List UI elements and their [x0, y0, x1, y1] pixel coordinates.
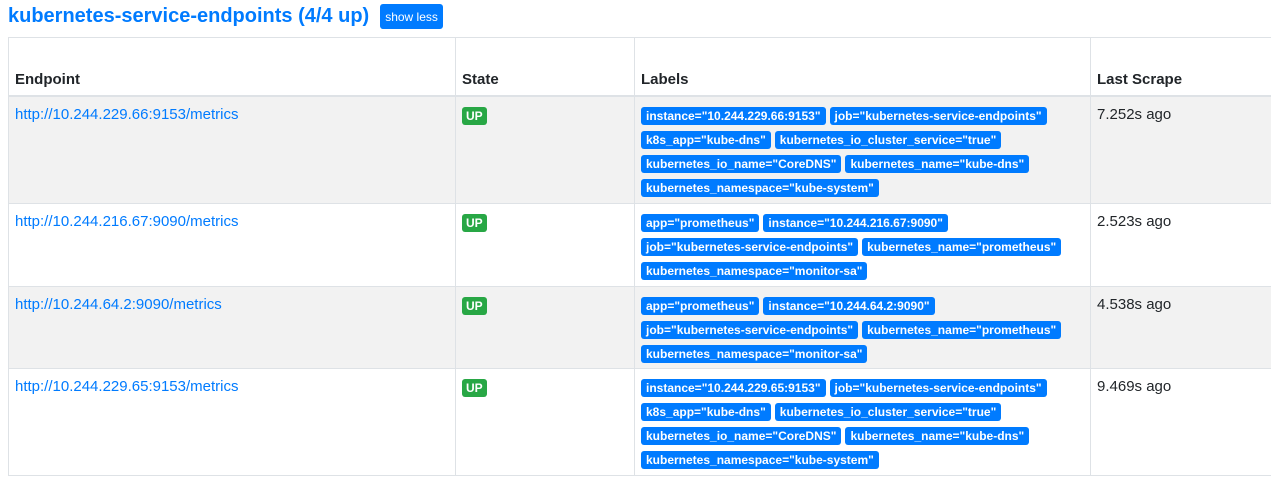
- labels-cell: instance="10.244.229.66:9153" job="kubern…: [634, 95, 1091, 204]
- targets-table: Endpoint State Labels Last Scrape http:/…: [8, 37, 1271, 476]
- labels-list: instance="10.244.229.65:9153" job="kubern…: [641, 378, 1084, 469]
- state-badge: UP: [462, 213, 487, 232]
- endpoint-link[interactable]: http://10.244.229.66:9153/metrics: [15, 106, 239, 123]
- label-badge: kubernetes_io_cluster_service="true": [774, 402, 1002, 421]
- label-badge: app="prometheus": [641, 213, 760, 232]
- last-scrape-cell: 7.252s ago: [1090, 95, 1271, 204]
- label-badge: kubernetes_name="kube-dns": [845, 155, 1030, 173]
- label-badge: kubernetes_namespace="kube-system": [641, 450, 879, 469]
- endpoint-cell: http://10.244.64.2:9090/metrics: [8, 285, 456, 369]
- job-title: kubernetes-service-endpoints (4/4 up): [8, 5, 370, 27]
- label-badge: kubernetes_name="prometheus": [862, 237, 1062, 256]
- label-badge: instance="10.244.229.65:9153": [641, 378, 826, 397]
- state-badge: UP: [462, 296, 487, 315]
- table-header-row: Endpoint State Labels Last Scrape: [8, 37, 1271, 97]
- table-row: http://10.244.229.65:9153/metrics UP ins…: [8, 367, 1271, 476]
- label-badge: kubernetes_namespace="monitor-sa": [641, 261, 868, 280]
- state-badge: UP: [462, 107, 487, 125]
- table-row: http://10.244.64.2:9090/metrics UP app="…: [8, 285, 1271, 369]
- label-badge: instance="10.244.64.2:9090": [763, 296, 935, 315]
- label-badge: instance="10.244.216.67:9090": [763, 213, 948, 232]
- last-scrape-cell: 9.469s ago: [1090, 367, 1271, 476]
- last-scrape-cell: 2.523s ago: [1090, 202, 1271, 287]
- label-badge: job="kubernetes-service-endpoints": [829, 107, 1047, 125]
- labels-list: app="prometheus" instance="10.244.216.67:…: [641, 213, 1084, 280]
- job-header: kubernetes-service-endpoints (4/4 up) sh…: [8, 4, 443, 29]
- state-badge: UP: [462, 378, 487, 397]
- column-header-state[interactable]: State: [455, 37, 635, 97]
- labels-cell: app="prometheus" instance="10.244.216.67:…: [634, 202, 1091, 287]
- label-badge: kubernetes_namespace="monitor-sa": [641, 344, 868, 363]
- endpoint-link[interactable]: http://10.244.64.2:9090/metrics: [15, 295, 222, 313]
- show-less-button[interactable]: show less: [380, 4, 443, 29]
- label-badge: k8s_app="kube-dns": [641, 402, 771, 421]
- state-cell: UP: [455, 202, 635, 287]
- labels-list: instance="10.244.229.66:9153" job="kubern…: [641, 106, 1084, 197]
- label-badge: kubernetes_namespace="kube-system": [641, 179, 879, 197]
- state-cell: UP: [455, 285, 635, 369]
- endpoint-cell: http://10.244.229.65:9153/metrics: [8, 367, 456, 476]
- last-scrape-cell: 4.538s ago: [1090, 285, 1271, 369]
- endpoint-link[interactable]: http://10.244.216.67:9090/metrics: [15, 212, 239, 230]
- column-header-last-scrape[interactable]: Last Scrape: [1090, 37, 1271, 97]
- label-badge: app="prometheus": [641, 296, 760, 315]
- endpoint-cell: http://10.244.216.67:9090/metrics: [8, 202, 456, 287]
- label-badge: kubernetes_io_name="CoreDNS": [641, 426, 842, 445]
- state-cell: UP: [455, 95, 635, 204]
- label-badge: job="kubernetes-service-endpoints": [641, 237, 859, 256]
- labels-list: app="prometheus" instance="10.244.64.2:90…: [641, 296, 1084, 363]
- column-header-endpoint[interactable]: Endpoint: [8, 37, 456, 97]
- label-badge: k8s_app="kube-dns": [641, 131, 771, 149]
- label-badge: kubernetes_name="kube-dns": [845, 426, 1030, 445]
- label-badge: job="kubernetes-service-endpoints": [641, 320, 859, 339]
- state-cell: UP: [455, 367, 635, 476]
- label-badge: kubernetes_io_cluster_service="true": [774, 131, 1002, 149]
- table-row: http://10.244.229.66:9153/metrics UP ins…: [8, 95, 1271, 204]
- labels-cell: app="prometheus" instance="10.244.64.2:90…: [634, 285, 1091, 369]
- labels-cell: instance="10.244.229.65:9153" job="kubern…: [634, 367, 1091, 476]
- label-badge: kubernetes_io_name="CoreDNS": [641, 155, 842, 173]
- label-badge: instance="10.244.229.66:9153": [641, 107, 826, 125]
- label-badge: job="kubernetes-service-endpoints": [829, 378, 1047, 397]
- column-header-labels[interactable]: Labels: [634, 37, 1091, 97]
- label-badge: kubernetes_name="prometheus": [862, 320, 1062, 339]
- table-row: http://10.244.216.67:9090/metrics UP app…: [8, 202, 1271, 287]
- endpoint-link[interactable]: http://10.244.229.65:9153/metrics: [15, 377, 239, 395]
- endpoint-cell: http://10.244.229.66:9153/metrics: [8, 95, 456, 204]
